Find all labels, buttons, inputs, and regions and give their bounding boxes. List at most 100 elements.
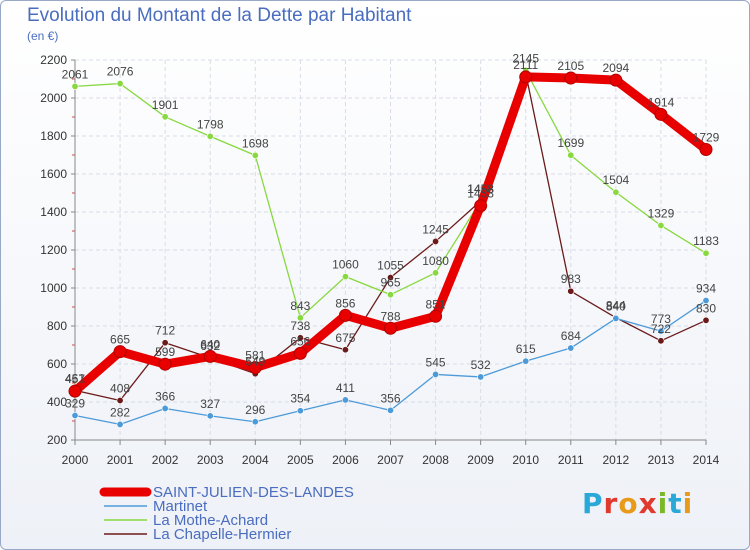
data-label: 1080: [422, 254, 449, 268]
data-point: [296, 407, 304, 415]
data-label: 1698: [242, 136, 269, 150]
data-point: [432, 269, 440, 277]
x-tick-label: 2013: [648, 453, 675, 467]
data-point: [657, 221, 665, 229]
data-label: 408: [110, 381, 130, 395]
data-point: [699, 142, 713, 156]
data-label: 1504: [603, 173, 630, 187]
legend-label: SAINT-JULIEN-DES-LANDES: [153, 484, 354, 501]
data-label: 840: [606, 299, 626, 313]
data-label: 712: [155, 324, 175, 338]
data-label: 934: [696, 282, 716, 296]
y-tick-label: 1200: [40, 243, 67, 257]
data-point: [567, 287, 575, 295]
data-label: 856: [335, 296, 355, 310]
data-point: [567, 344, 575, 352]
data-point: [522, 357, 530, 365]
legend-label: La Chapelle-Hermier: [153, 526, 291, 543]
data-label: 1433: [467, 187, 494, 201]
chart-title: Evolution du Montant de la Dette par Hab…: [27, 5, 412, 26]
data-label: 983: [561, 272, 581, 286]
data-point: [248, 361, 262, 375]
data-label: 1060: [332, 258, 359, 272]
x-tick-label: 2000: [62, 453, 89, 467]
data-label: 640: [200, 337, 220, 351]
chart-subtitle: (en €): [27, 29, 59, 43]
data-point: [609, 73, 623, 87]
data-point: [657, 327, 665, 335]
data-point: [158, 357, 172, 371]
data-label: 296: [245, 403, 265, 417]
x-tick-label: 2012: [603, 453, 630, 467]
legend-label: La Mothe-Achard: [153, 512, 268, 529]
data-label: 1901: [152, 98, 179, 112]
data-label: 2105: [557, 59, 584, 73]
data-label: 665: [110, 333, 130, 347]
data-point: [432, 370, 440, 378]
data-point: [702, 249, 710, 257]
series: [68, 66, 713, 428]
data-label: 581: [245, 349, 265, 363]
data-point: [293, 346, 307, 360]
x-tick-label: 2010: [512, 453, 539, 467]
data-label: 1458: [467, 182, 494, 196]
data-label: 1699: [557, 136, 584, 150]
data-label: 1183: [693, 234, 719, 248]
y-tick-label: 400: [47, 395, 67, 409]
data-point: [564, 71, 578, 85]
data-label: 1055: [377, 259, 404, 273]
data-label: 545: [426, 355, 446, 369]
data-point: [116, 80, 124, 88]
data-point: [341, 273, 349, 281]
data-point: [567, 151, 575, 159]
data-point: [116, 396, 124, 404]
y-tick-label: 800: [47, 319, 67, 333]
data-point: [612, 188, 620, 196]
data-label: 632: [200, 339, 220, 353]
data-point: [702, 316, 710, 324]
x-tick-label: 2009: [467, 453, 494, 467]
data-label: 675: [335, 331, 355, 345]
data-point: [113, 345, 127, 359]
x-tick-label: 2014: [693, 453, 720, 467]
data-point: [71, 82, 79, 90]
y-tick-label: 2000: [40, 91, 67, 105]
data-label: 599: [155, 345, 175, 359]
data-point: [386, 406, 394, 414]
y-tick-label: 600: [47, 357, 67, 371]
data-label: 2076: [107, 65, 134, 79]
grid: [74, 59, 707, 441]
y-tick-label: 1800: [40, 129, 67, 143]
data-label: 965: [380, 276, 400, 290]
data-label: 2111: [513, 58, 538, 72]
data-point: [477, 373, 485, 381]
data-point: [203, 349, 217, 363]
data-point: [429, 309, 443, 323]
data-label: 1329: [648, 206, 675, 220]
x-tick-label: 2002: [152, 453, 179, 467]
axes: 200 400 600 800 1000 1200 1400 1600 1800 2000 2200…: [40, 53, 719, 467]
data-point: [251, 418, 259, 426]
data-label: 788: [380, 309, 400, 323]
data-point: [654, 107, 668, 121]
data-label: 2145: [512, 51, 539, 65]
data-label: 354: [290, 392, 310, 406]
data-point: [161, 339, 169, 347]
data-label: 329: [65, 396, 85, 410]
data-label: 1458: [467, 182, 494, 196]
data-point: [612, 314, 620, 322]
data-point: [386, 291, 394, 299]
data-label: 2061: [62, 67, 89, 81]
data-label: 1914: [648, 95, 675, 109]
x-tick-label: 2007: [377, 453, 404, 467]
data-label: 366: [155, 389, 175, 403]
data-point: [251, 151, 259, 159]
data-point: [657, 337, 665, 345]
proxiti-logo: Proxiti: [582, 487, 694, 520]
data-point: [161, 113, 169, 121]
data-point: [296, 314, 304, 322]
data-point: [384, 321, 397, 335]
x-tick-label: 2005: [287, 453, 314, 467]
data-point: [432, 237, 440, 245]
